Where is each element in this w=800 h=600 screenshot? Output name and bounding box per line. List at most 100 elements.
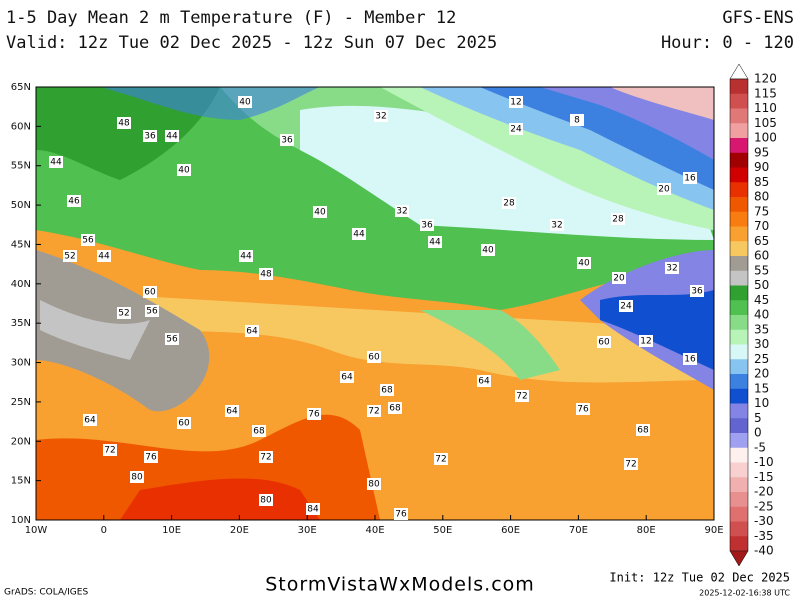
lon-label: 10W: [25, 525, 48, 536]
contour-label-box: [612, 272, 626, 284]
lat-axis: 65N 60N 55N 50N 45N 40N 35N 30N 25N 20N 15N 10N: [11, 82, 41, 526]
contour-label: 36: [144, 132, 156, 142]
lon-label: 50E: [433, 525, 452, 536]
contour-label: 52: [64, 252, 75, 262]
contour-label-box: [81, 234, 95, 246]
contour-label: 44: [429, 238, 441, 248]
colorbar-band: [730, 226, 748, 242]
contour-label: 44: [353, 230, 365, 240]
contour-label: 60: [598, 338, 610, 348]
contour-label-box: [307, 408, 321, 420]
init: Init: 12z Tue 02 Dec 2025: [609, 571, 790, 585]
colorbar-label: 100: [754, 131, 777, 145]
lat-label: 30N: [11, 358, 31, 369]
colorbar-label: -35: [754, 529, 774, 543]
colorbar-label: 90: [754, 160, 769, 174]
contour-label-box: [144, 451, 158, 463]
contour-label: 32: [375, 112, 386, 122]
colorbar-band: [730, 477, 748, 493]
colorbar-label: 105: [754, 116, 777, 130]
contour-label: 20: [613, 274, 625, 284]
contour-label: 72: [625, 460, 636, 470]
contour-label: 28: [503, 199, 515, 209]
colorbar-band: [730, 315, 748, 331]
contour-label-box: [611, 213, 625, 225]
contour-label-box: [374, 110, 388, 122]
contour-label-box: [97, 250, 111, 262]
colorbar-label: -25: [754, 499, 774, 513]
colorbar-band: [730, 536, 748, 552]
lat-label: 25N: [11, 397, 31, 408]
contour-label: 40: [482, 246, 494, 256]
contour-label: 56: [146, 307, 158, 317]
lat-label: 45N: [11, 239, 31, 250]
contour-label: 44: [50, 158, 62, 168]
contour-label-box: [509, 96, 523, 108]
colorbar-band: [730, 462, 748, 478]
contour-label-box: [252, 425, 266, 437]
contour-label: 32: [551, 221, 562, 231]
colorbar-label: 75: [754, 204, 769, 218]
contour-label: 76: [145, 453, 157, 463]
contour-label: 72: [516, 392, 527, 402]
lon-label: 80E: [637, 525, 656, 536]
colorbar-band: [730, 374, 748, 390]
colorbar-band: [730, 197, 748, 213]
contour-label-box: [502, 197, 516, 209]
lat-label: 60N: [11, 121, 31, 132]
lat-label: 10N: [11, 515, 31, 526]
contour-label: 64: [84, 416, 96, 426]
contour-label-box: [83, 414, 97, 426]
contour-label: 44: [166, 132, 178, 142]
contour-label: 52: [118, 309, 129, 319]
contour-label: 24: [510, 125, 522, 135]
colorbar-label: 70: [754, 219, 769, 233]
colorbar-label: 65: [754, 234, 769, 248]
contour-label-box: [239, 250, 253, 262]
contour-label: 40: [314, 208, 326, 218]
colorbar-band: [730, 93, 748, 109]
colorbar-band: [730, 359, 748, 375]
contour-label-box: [165, 130, 179, 142]
contour-label-box: [367, 405, 381, 417]
contour-label-box: [570, 114, 584, 126]
contour-label-box: [434, 453, 448, 465]
contour-label: 12: [510, 98, 521, 108]
contour-label: 64: [478, 377, 490, 387]
colorbar-label: 60: [754, 249, 769, 263]
contour-label: 60: [368, 353, 380, 363]
contour-label: 32: [666, 264, 677, 274]
contour-label: 36: [421, 221, 433, 231]
lat-label: 50N: [11, 200, 31, 211]
lat-label: 35N: [11, 318, 31, 329]
contour-label-box: [177, 417, 191, 429]
contour-label-box: [117, 117, 131, 129]
lon-label: 20E: [230, 525, 249, 536]
contour-label-box: [145, 305, 159, 317]
timestamp: 2025-12-02-16:38 UTC: [699, 589, 790, 598]
contour-label: 40: [239, 98, 251, 108]
contour-label-box: [259, 268, 273, 280]
contour-label: 72: [260, 453, 271, 463]
contour-label-box: [117, 307, 131, 319]
colorbar-band: [730, 270, 748, 286]
contour-label-box: [280, 134, 294, 146]
contour-label: 40: [178, 166, 190, 176]
colorbar: 1201151101051009590858075706560555045403…: [729, 63, 777, 567]
contour-label: 68: [389, 404, 401, 414]
lon-label: 60E: [501, 525, 520, 536]
colorbar-label: 15: [754, 381, 769, 395]
colorbar-label: -15: [754, 470, 774, 484]
contour-label-box: [657, 183, 671, 195]
contour-label-box: [683, 353, 697, 365]
contour-label-box: [367, 351, 381, 363]
contour-label-box: [624, 458, 638, 470]
contour-label: 80: [260, 496, 272, 506]
colorbar-label: 115: [754, 86, 777, 100]
colorbar-label: 120: [754, 72, 777, 86]
colorbar-band: [730, 329, 748, 345]
colorbar-band: [730, 123, 748, 139]
model: GFS-ENS: [722, 8, 794, 28]
